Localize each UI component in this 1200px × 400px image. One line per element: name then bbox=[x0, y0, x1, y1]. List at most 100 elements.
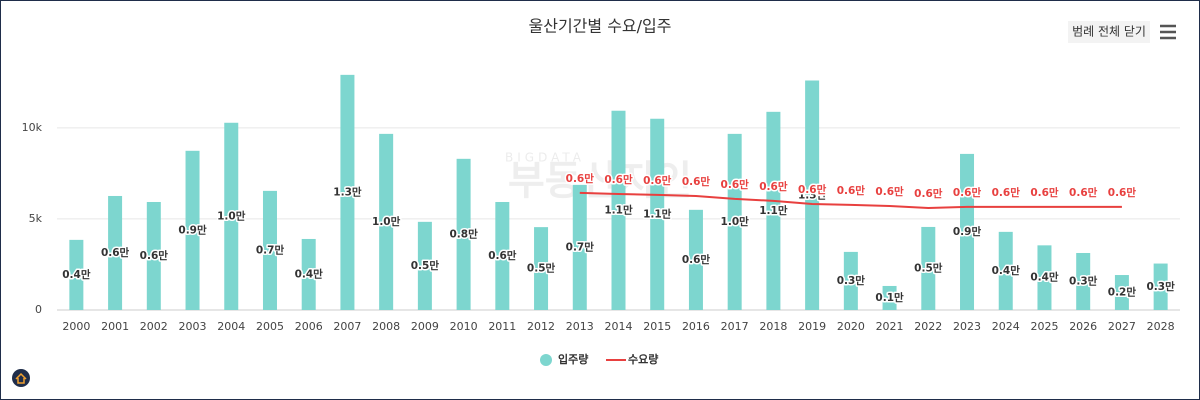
line-value-label: 0.6만 bbox=[875, 185, 904, 198]
bar-value-label: 1.0만 bbox=[217, 209, 246, 222]
bar-value-label: 0.5만 bbox=[411, 259, 440, 272]
bar-value-label: 0.9만 bbox=[178, 223, 207, 236]
x-tick-label: 2014 bbox=[605, 320, 633, 333]
line-value-label: 0.6만 bbox=[1108, 186, 1137, 199]
bar bbox=[766, 111, 781, 310]
bar bbox=[534, 227, 549, 310]
line-value-label: 0.6만 bbox=[953, 186, 982, 199]
x-tick-label: 2021 bbox=[876, 320, 904, 333]
line-value-label: 0.6만 bbox=[992, 186, 1021, 199]
x-tick-label: 2004 bbox=[217, 320, 245, 333]
x-tick-label: 2022 bbox=[914, 320, 942, 333]
bar bbox=[224, 122, 239, 310]
bar bbox=[340, 74, 355, 310]
button-bg[interactable] bbox=[1068, 21, 1150, 43]
bar-value-label: 0.6만 bbox=[682, 253, 711, 266]
bar-value-label: 1.3만 bbox=[798, 188, 827, 201]
bar bbox=[572, 184, 587, 310]
bar bbox=[650, 118, 665, 310]
home-icon[interactable] bbox=[12, 369, 30, 387]
bar bbox=[921, 226, 936, 310]
x-tick-label: 2001 bbox=[101, 320, 129, 333]
line-value-label: 0.6만 bbox=[566, 172, 595, 185]
bar-value-label: 1.1만 bbox=[604, 203, 633, 216]
bar-value-label: 0.3만 bbox=[1147, 280, 1176, 293]
home-glyph[interactable] bbox=[15, 372, 27, 384]
bar-value-label: 0.5만 bbox=[527, 262, 556, 275]
bar bbox=[301, 238, 316, 310]
bar bbox=[688, 209, 703, 310]
bar-value-label: 0.5만 bbox=[914, 261, 943, 274]
bar bbox=[805, 80, 820, 310]
chart-title: 울산기간별 수요/입주 bbox=[529, 17, 672, 36]
x-tick-label: 2006 bbox=[295, 320, 323, 333]
bar-value-label: 0.2만 bbox=[1108, 286, 1137, 299]
line-value-label: 0.6만 bbox=[1030, 186, 1059, 199]
bar-value-label: 0.4만 bbox=[992, 264, 1021, 277]
bar-value-label: 0.1만 bbox=[875, 291, 904, 304]
bar bbox=[1037, 245, 1052, 310]
bar bbox=[1076, 252, 1091, 310]
x-tick-label: 2017 bbox=[721, 320, 749, 333]
line-value-label: 0.6만 bbox=[914, 187, 943, 200]
legend-label: 수요량 bbox=[628, 353, 658, 366]
x-tick-label: 2007 bbox=[333, 320, 361, 333]
bar-value-label: 0.9만 bbox=[953, 225, 982, 238]
bar-value-label: 0.3만 bbox=[1069, 274, 1098, 287]
x-tick-label: 2019 bbox=[798, 320, 826, 333]
bar bbox=[108, 195, 123, 310]
bar-value-label: 0.7만 bbox=[566, 240, 595, 253]
x-tick-label: 2026 bbox=[1069, 320, 1097, 333]
bar bbox=[998, 231, 1013, 310]
bar-value-label: 0.4만 bbox=[1030, 271, 1059, 284]
line-value-label: 0.6만 bbox=[837, 184, 866, 197]
legend-toggle-button[interactable]: 범례 전체 닫기 bbox=[1068, 21, 1150, 43]
bar-value-label: 1.1만 bbox=[643, 207, 672, 220]
x-tick-label: 2012 bbox=[527, 320, 555, 333]
bar-value-label: 1.0만 bbox=[372, 215, 401, 228]
bar-value-label: 0.7만 bbox=[256, 243, 285, 256]
bar-value-label: 1.0만 bbox=[721, 215, 750, 228]
bar bbox=[882, 285, 897, 310]
x-tick-label: 2005 bbox=[256, 320, 284, 333]
bar-value-label: 1.3만 bbox=[333, 185, 362, 198]
x-tick-label: 2011 bbox=[488, 320, 516, 333]
x-tick-label: 2002 bbox=[140, 320, 168, 333]
bar-value-label: 0.4만 bbox=[295, 267, 324, 280]
x-tick-label: 2025 bbox=[1030, 320, 1058, 333]
x-tick-label: 2008 bbox=[372, 320, 400, 333]
x-tick-label: 2015 bbox=[643, 320, 671, 333]
bar bbox=[417, 221, 432, 310]
x-tick-label: 2024 bbox=[992, 320, 1020, 333]
menu-icon[interactable] bbox=[1160, 24, 1176, 40]
bar bbox=[69, 239, 84, 310]
button-label[interactable]: 범례 전체 닫기 bbox=[1072, 25, 1146, 39]
bar-value-label: 0.6만 bbox=[488, 249, 517, 262]
line-value-label: 0.6만 bbox=[721, 178, 750, 191]
y-tick-label: 0 bbox=[35, 303, 42, 316]
bar-value-label: 0.6만 bbox=[101, 246, 130, 259]
line-value-label: 0.6만 bbox=[682, 175, 711, 188]
bar bbox=[611, 110, 626, 310]
bar-value-label: 0.6만 bbox=[140, 249, 169, 262]
x-tick-label: 2016 bbox=[682, 320, 710, 333]
line-value-label: 0.6만 bbox=[604, 173, 633, 186]
x-tick-label: 2010 bbox=[450, 320, 478, 333]
bar bbox=[495, 201, 510, 310]
x-tick-label: 2013 bbox=[566, 320, 594, 333]
x-tick-label: 2000 bbox=[62, 320, 90, 333]
bar bbox=[146, 201, 161, 310]
bar bbox=[1114, 275, 1129, 310]
bar-value-label: 0.4만 bbox=[62, 268, 91, 281]
x-tick-label: 2020 bbox=[837, 320, 865, 333]
line bbox=[579, 191, 1122, 210]
bar bbox=[1153, 263, 1168, 310]
bar bbox=[185, 150, 200, 310]
y-tick-label: 10k bbox=[22, 121, 43, 134]
bar bbox=[456, 158, 471, 310]
home-circle[interactable] bbox=[12, 369, 30, 387]
bar bbox=[843, 251, 858, 310]
legend-swatch bbox=[540, 354, 552, 366]
